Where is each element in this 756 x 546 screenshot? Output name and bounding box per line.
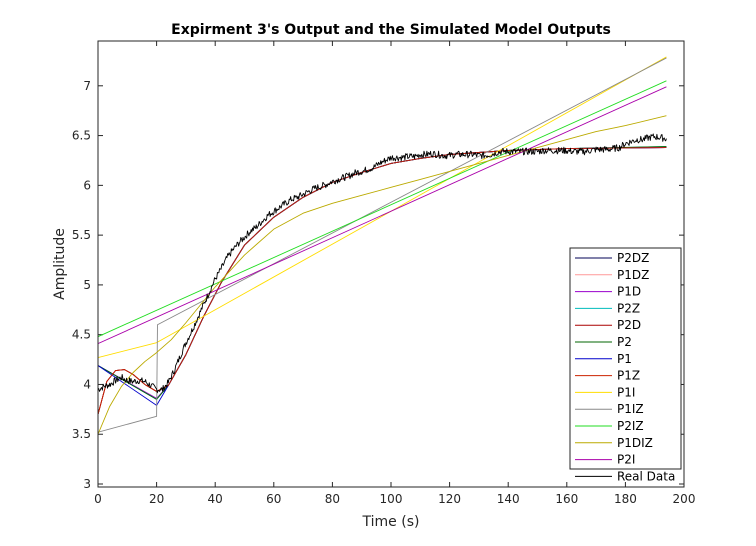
legend-label-p2dz: P2DZ (617, 251, 649, 265)
x-tick-label: 20 (149, 492, 164, 506)
series-line-p2iz (98, 80, 667, 338)
legend-label-p2iz: P2IZ (617, 419, 644, 433)
legend-label-real-data: Real Data (617, 469, 675, 483)
series-line-p1i (98, 56, 667, 359)
legend-label-p2z: P2Z (617, 301, 640, 315)
x-tick-label: 160 (555, 492, 578, 506)
y-tick-label: 7 (83, 79, 91, 93)
x-tick-label: 80 (325, 492, 340, 506)
legend-items: P2DZ P1DZ P1D P2Z P2D P2 P1 P1Z P1I P1IZ P2IZ P1DIZ… (575, 251, 675, 483)
y-tick-label: 6.5 (72, 129, 91, 143)
legend-label-p2: P2 (617, 335, 632, 349)
series-line-p1iz (98, 57, 667, 433)
legend-label-p1d: P1D (617, 285, 641, 299)
series-line-p1diz (98, 115, 667, 435)
series-line-real-data (98, 133, 667, 394)
legend-label-p1dz: P1DZ (617, 268, 649, 282)
x-tick-label: 100 (380, 492, 403, 506)
plot-series (98, 56, 667, 435)
x-tick-label: 140 (497, 492, 520, 506)
legend-label-p2d: P2D (617, 318, 641, 332)
y-tick-label: 5 (83, 278, 91, 292)
y-tick-label: 6 (83, 178, 91, 192)
x-tick-label: 60 (266, 492, 281, 506)
series-line-p2i (98, 86, 667, 345)
legend: P2DZ P1DZ P1D P2Z P2D P2 P1 P1Z P1I P1IZ P2IZ P1DIZ… (569, 247, 682, 483)
legend-label-p1: P1 (617, 352, 632, 366)
y-tick-label: 5.5 (72, 228, 91, 242)
x-tick-label: 0 (94, 492, 102, 506)
y-tick-label: 4.5 (72, 328, 91, 342)
y-tick-label: 3.5 (72, 427, 91, 441)
legend-label-p2i: P2I (617, 453, 635, 467)
x-axis-label: Time (s) (362, 514, 420, 530)
legend-label-p1diz: P1DIZ (617, 436, 653, 450)
plot-area-frame (97, 40, 685, 488)
x-tick-label: 120 (438, 492, 461, 506)
x-tick-label: 200 (673, 492, 696, 506)
y-tick-label: 3 (83, 477, 91, 491)
y-tick-labels: 3 3.5 4 4.5 5 5.5 6 6.5 7 (72, 79, 91, 491)
x-tick-label: 180 (614, 492, 637, 506)
legend-label-p1i: P1I (617, 385, 635, 399)
x-tick-label: 40 (208, 492, 223, 506)
y-tick-label: 4 (83, 377, 91, 391)
x-tick-labels: 0 20 40 60 80 100 120 140 160 180 200 (94, 492, 695, 506)
chart-title: Expirment 3's Output and the Simulated M… (171, 22, 611, 38)
y-axis-label: Amplitude (52, 228, 68, 300)
legend-label-p1z: P1Z (617, 369, 640, 383)
legend-label-p1iz: P1IZ (617, 402, 644, 416)
